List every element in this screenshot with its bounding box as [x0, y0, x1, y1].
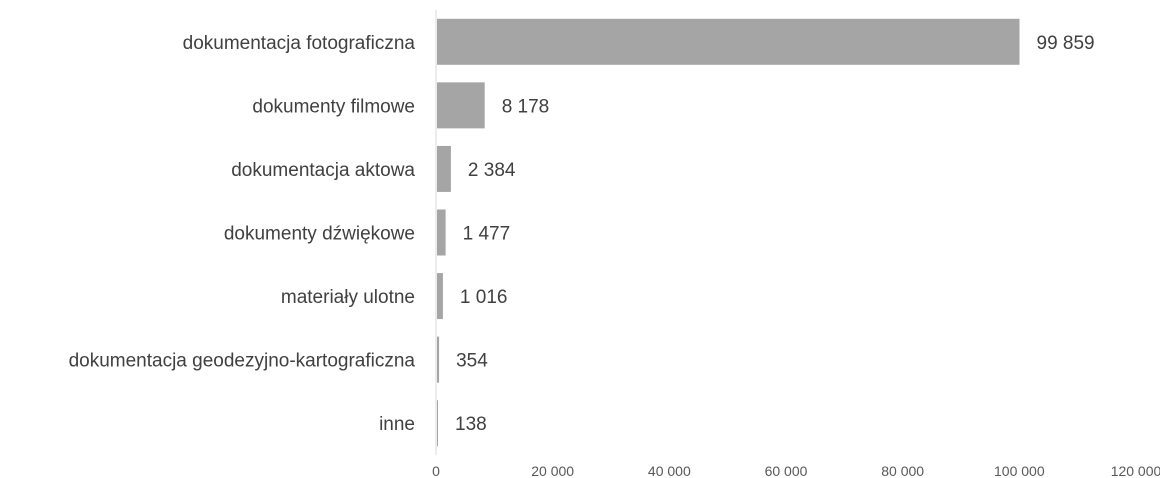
bar	[437, 145, 451, 192]
bar	[437, 273, 443, 320]
x-tick-label: 80 000	[881, 463, 924, 478]
category-label: dokumentacja geodezyjno-kartograficzna	[69, 351, 416, 372]
labels-layer: dokumentacja fotograficzna 99 859 dokument…	[69, 33, 1095, 435]
x-tick-label: 20 000	[531, 463, 574, 478]
bar	[437, 209, 446, 256]
x-tick-label: 0	[432, 463, 440, 478]
x-tick-label: 40 000	[648, 463, 691, 478]
category-label: inne	[379, 414, 415, 435]
category-label: dokumenty dźwiękowe	[224, 224, 415, 245]
category-label: dokumenty filmowe	[252, 96, 415, 117]
category-label: materiały ulotne	[281, 287, 415, 308]
data-label: 354	[456, 351, 488, 372]
data-label: 1 477	[463, 224, 511, 245]
bar	[437, 336, 440, 383]
data-label: 138	[455, 414, 487, 435]
x-tick-label: 100 000	[994, 463, 1045, 478]
category-label: dokumentacja fotograficzna	[183, 33, 416, 54]
data-label: 99 859	[1037, 33, 1095, 54]
x-tick-label: 60 000	[765, 463, 808, 478]
axis-layer: 0 20 000 40 000 60 000 80 000 100 000 120 000	[432, 10, 1160, 478]
data-label: 2 384	[468, 160, 516, 181]
bar	[437, 400, 438, 447]
data-label: 8 178	[502, 96, 550, 117]
bar	[437, 82, 485, 129]
bars-layer	[437, 18, 1020, 447]
category-label: dokumentacja aktowa	[231, 160, 415, 181]
bar	[437, 18, 1020, 65]
data-label: 1 016	[460, 287, 508, 308]
x-tick-label: 120 000	[1111, 463, 1160, 478]
